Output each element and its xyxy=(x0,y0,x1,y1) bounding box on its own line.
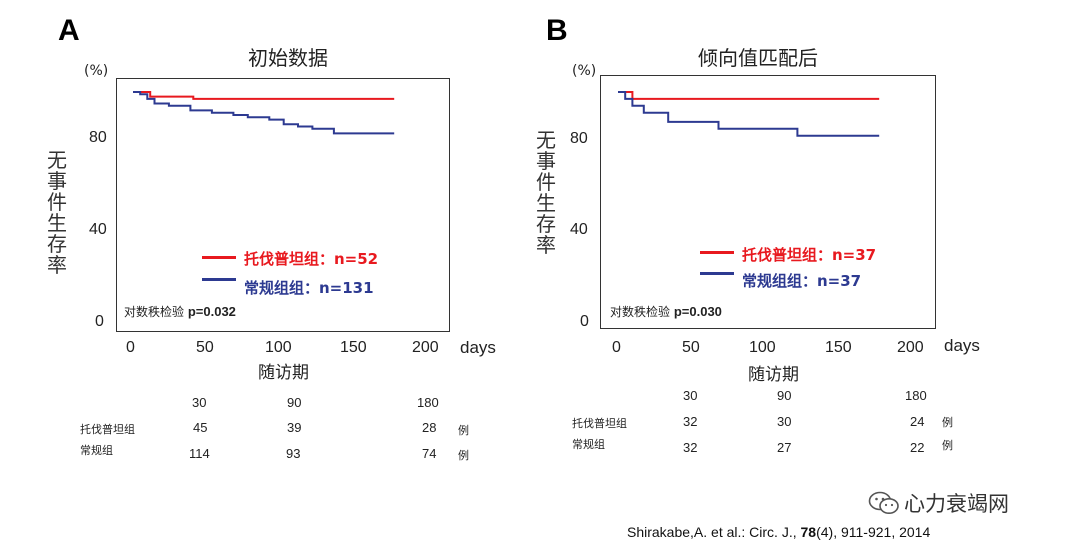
watermark: 心力衰竭网 xyxy=(868,488,1009,518)
panel-b-curve-tolvaptan xyxy=(618,91,880,100)
panel-b-xtick-50: 50 xyxy=(682,339,700,356)
panel-b-risk-tolvaptan-30: 32 xyxy=(683,414,698,429)
panel-a-curves xyxy=(133,91,395,135)
panel-b-ytick-80: 80 xyxy=(570,130,588,147)
panel-b-logrank-p: p=0.030 xyxy=(673,304,722,319)
panel-a-risk-conventional-30: 114 xyxy=(189,446,210,461)
panel-b-ytick-40: 40 xyxy=(570,221,588,238)
panel-a-xtick-200: 200 xyxy=(412,339,439,356)
panel-a-risk-time-180: 180 xyxy=(417,395,439,410)
panel-a-risk-tolvaptan-180: 28 xyxy=(422,420,437,435)
panel-b-xtick-100: 100 xyxy=(749,339,776,356)
panel-a-xtick-150: 150 xyxy=(340,339,367,356)
panel-a-risk-conventional-180: 74 xyxy=(422,446,437,461)
panel-a-legend-line-tolvaptan xyxy=(202,256,236,259)
panel-b-logrank: 对数秩检验 p=0.030 xyxy=(610,303,722,320)
panel-b-risk-time-180: 180 xyxy=(905,388,927,403)
panel-b-xtick-200: 200 xyxy=(897,339,924,356)
citation-rest: (4), 911-921, 2014 xyxy=(816,524,931,540)
panel-a-risk-tolvaptan-90: 39 xyxy=(287,420,302,435)
panel-b-risk-unit-conventional: 例 xyxy=(942,439,953,452)
panel-a-legend-line-conventional xyxy=(202,278,236,281)
panel-a-xtick-100: 100 xyxy=(265,339,292,356)
panel-b-logrank-label: 对数秩检验 xyxy=(610,305,671,319)
panel-b-risk-group-conventional: 常规组 xyxy=(572,438,605,451)
citation: Shirakabe,A. et al.: Circ. J., 78(4), 91… xyxy=(627,524,930,540)
panel-b-y-axis-label: 无事件生存率 xyxy=(536,128,556,257)
panel-a-y-axis-label: 无事件生存率 xyxy=(47,148,67,277)
panel-a-logrank-label: 对数秩检验 xyxy=(124,305,185,319)
panel-b-xtick-150: 150 xyxy=(825,339,852,356)
panel-a-logrank-p: p=0.032 xyxy=(187,304,236,319)
panel-a-risk-unit-tolvaptan: 例 xyxy=(458,424,469,437)
panel-b-legend-line-conventional xyxy=(700,272,734,275)
panel-a-ytick-0: 0 xyxy=(95,313,104,330)
panel-a-risk-unit-conventional: 例 xyxy=(458,449,469,462)
panel-a-ytick-40: 40 xyxy=(89,221,107,238)
panel-b-legend-line-tolvaptan xyxy=(700,251,734,254)
panel-a-risk-group-tolvaptan: 托伐普坦组 xyxy=(80,423,135,436)
panel-a-y-unit: (%) xyxy=(84,63,109,79)
panel-b-title: 倾向值匹配后 xyxy=(698,46,818,70)
panel-b-risk-tolvaptan-180: 24 xyxy=(910,414,925,429)
panel-a-risk-time-90: 90 xyxy=(287,395,302,410)
panel-a-risk-tolvaptan-30: 45 xyxy=(193,420,208,435)
panel-a-legend-label-tolvaptan: 托伐普坦组：n=52 xyxy=(244,250,379,268)
citation-authors: Shirakabe,A. et al.: Circ. J., xyxy=(627,524,801,540)
panel-b-risk-conventional-30: 32 xyxy=(683,440,698,455)
panel-b-risk-group-tolvaptan: 托伐普坦组 xyxy=(572,417,627,430)
panel-b-x-axis-label: 随访期 xyxy=(748,365,799,385)
panel-b-letter: B xyxy=(546,14,568,47)
panel-b-legend-label-conventional: 常规组组：n=37 xyxy=(742,272,862,290)
panel-b-x-unit: days xyxy=(944,336,980,355)
panel-b-risk-time-30: 30 xyxy=(683,388,698,403)
panel-b-risk-conventional-90: 27 xyxy=(777,440,792,455)
panel-a-x-axis-label: 随访期 xyxy=(258,363,309,383)
panel-a-risk-conventional-90: 93 xyxy=(286,446,301,461)
panel-a-risk-group-conventional: 常规组 xyxy=(80,444,113,457)
panel-b-risk-tolvaptan-90: 30 xyxy=(777,414,792,429)
panel-a-x-unit: days xyxy=(460,338,496,357)
panel-a-xtick-50: 50 xyxy=(196,339,214,356)
panel-b-legend-label-tolvaptan: 托伐普坦组：n=37 xyxy=(742,246,877,264)
panel-b-xtick-0: 0 xyxy=(612,339,621,356)
panel-b-risk-unit-tolvaptan: 例 xyxy=(942,416,953,429)
wechat-logo-icon xyxy=(868,491,899,514)
panel-a-risk-time-30: 30 xyxy=(192,395,207,410)
panel-a-curve-conventional xyxy=(133,91,395,135)
panel-b-y-unit: (%) xyxy=(572,63,597,79)
panel-a-letter: A xyxy=(58,14,80,47)
panel-a-xtick-0: 0 xyxy=(126,339,135,356)
panel-a-logrank: 对数秩检验 p=0.032 xyxy=(124,303,236,320)
panel-b-plot-area xyxy=(600,75,936,329)
panel-a-title: 初始数据 xyxy=(248,46,328,70)
panel-a-ytick-80: 80 xyxy=(89,129,107,146)
panel-b-curve-conventional xyxy=(618,91,880,137)
panel-b-risk-conventional-180: 22 xyxy=(910,440,925,455)
panel-a-curve-tolvaptan xyxy=(133,91,395,100)
citation-volume: 78 xyxy=(800,524,817,540)
panel-b-curves xyxy=(618,91,880,137)
watermark-text: 心力衰竭网 xyxy=(904,492,1009,516)
panel-b-ytick-0: 0 xyxy=(580,313,589,330)
panel-a-legend-label-conventional: 常规组组：n=131 xyxy=(244,279,374,297)
panel-b-risk-time-90: 90 xyxy=(777,388,792,403)
